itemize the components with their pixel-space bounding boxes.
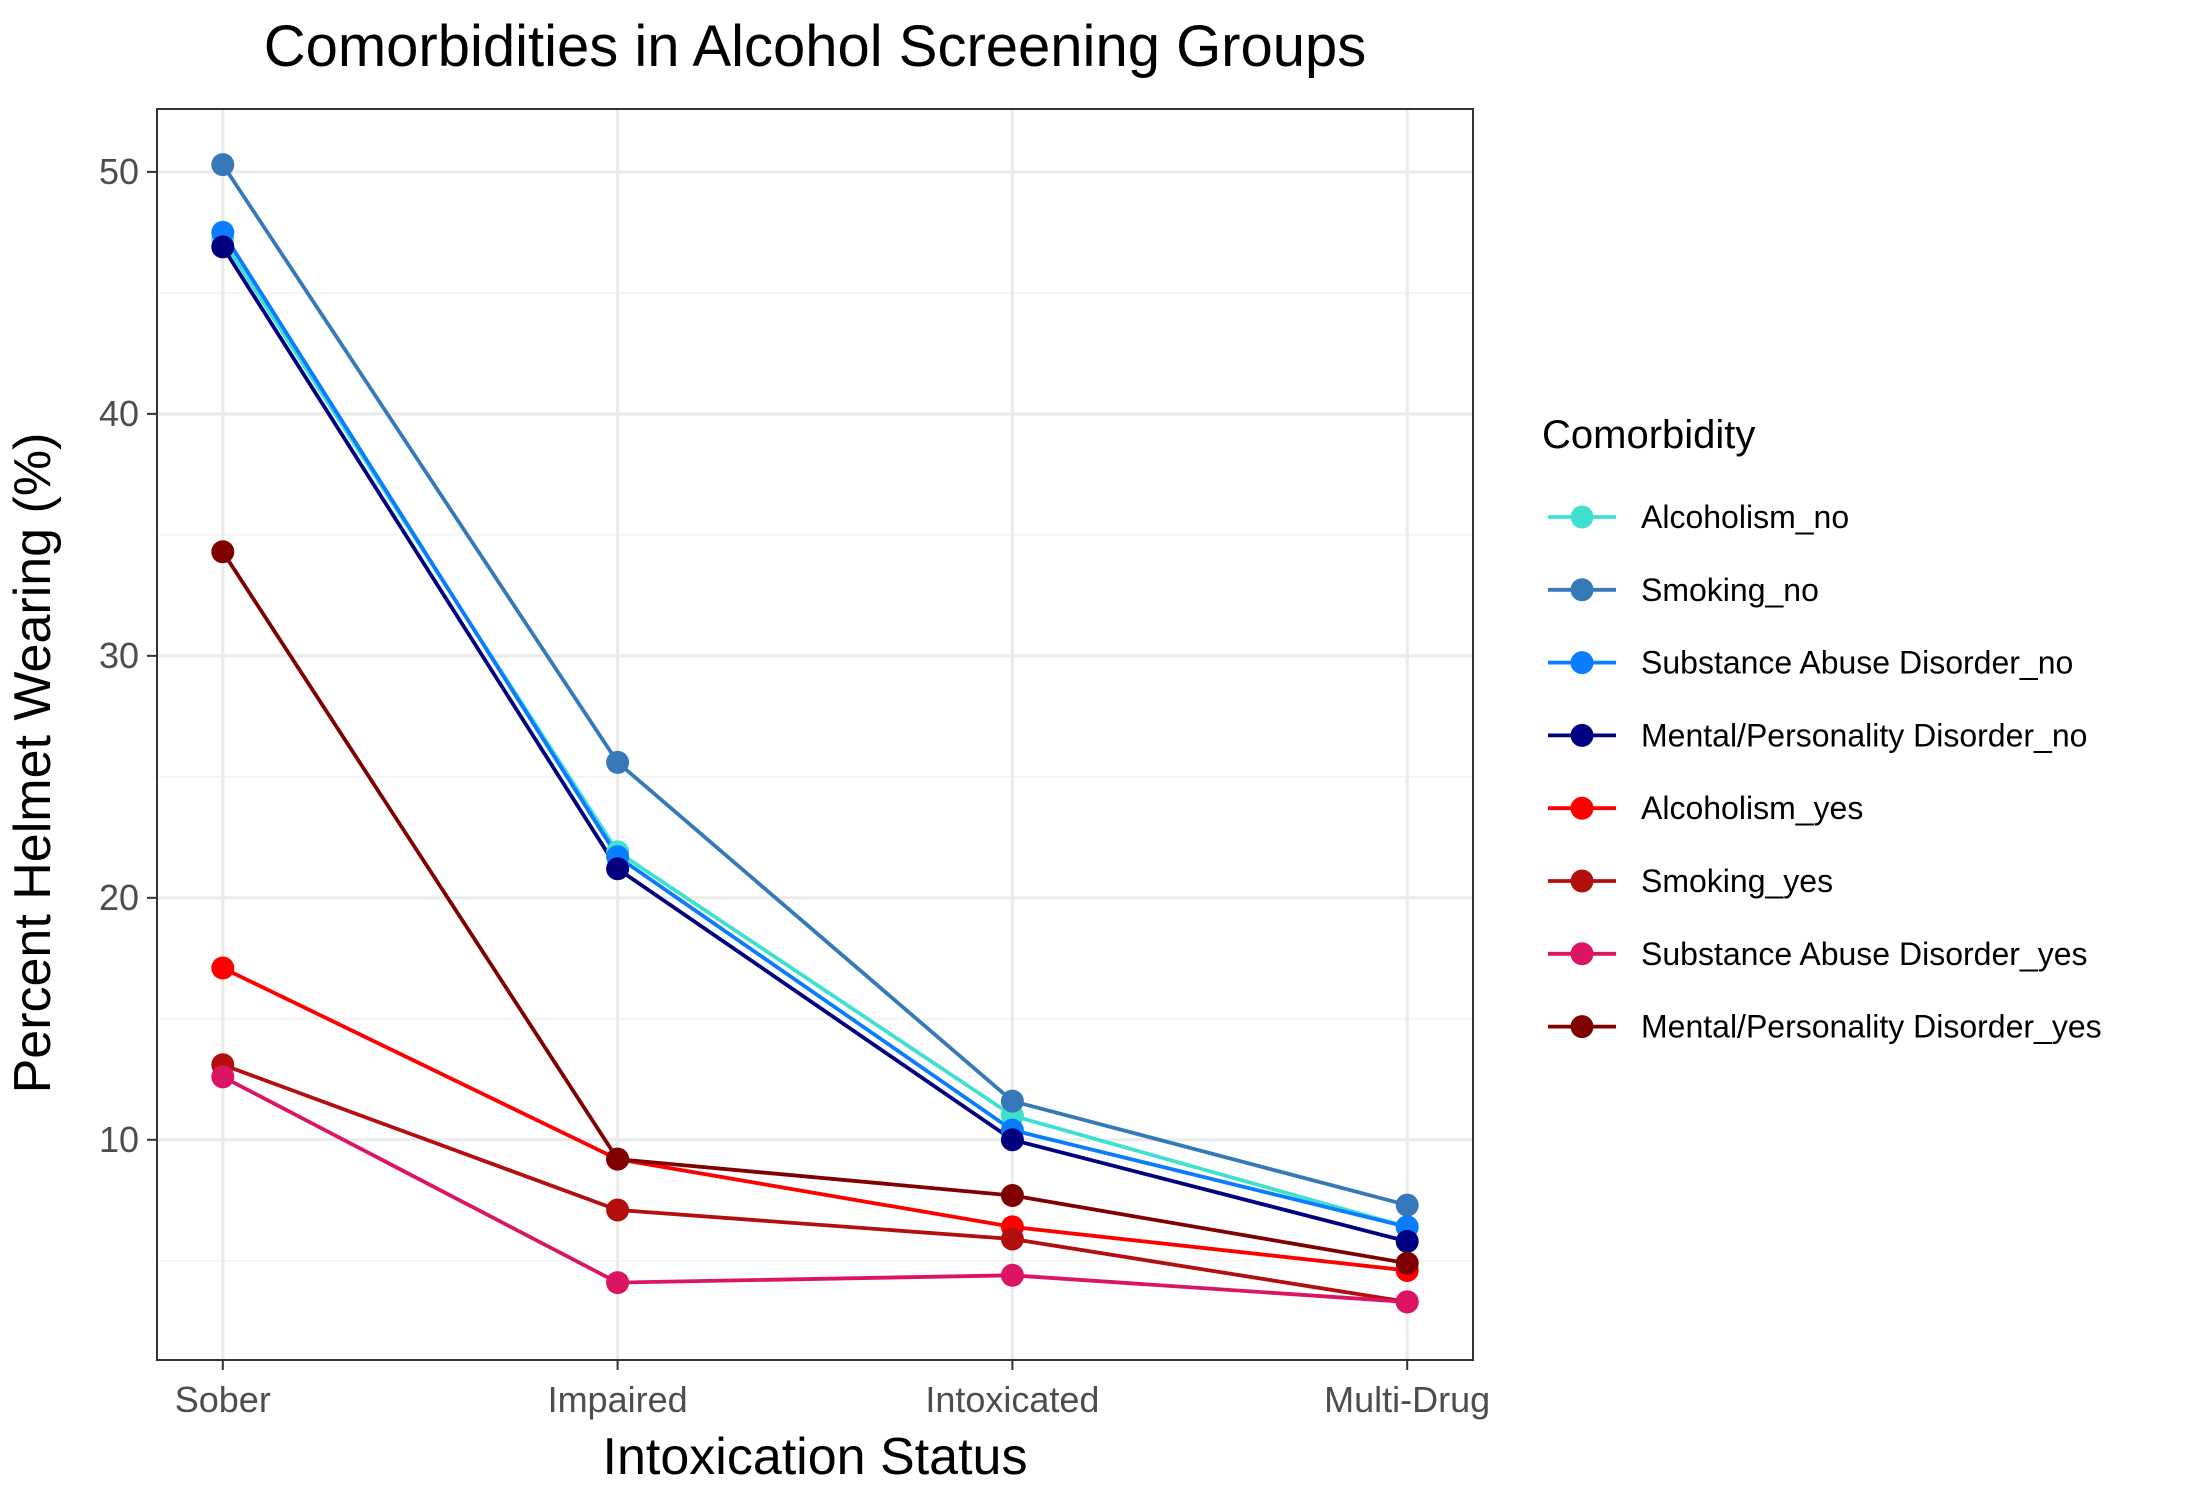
- legend-item: Alcoholism_yes: [1548, 790, 1863, 826]
- y-tick-label: 30: [99, 635, 139, 676]
- legend-item: Mental/Personality Disorder_yes: [1548, 1009, 2102, 1045]
- legend: Comorbidity Alcoholism_no Smoking_no Subst…: [1542, 413, 2102, 1045]
- x-tick-label: Impaired: [548, 1379, 688, 1420]
- legend-item: Alcoholism_no: [1548, 499, 1849, 535]
- x-axis: Sober Impaired Intoxicated Multi-Drug: [175, 1360, 1490, 1420]
- y-tick-label: 10: [99, 1119, 139, 1160]
- legend-key-point: [1570, 1015, 1594, 1039]
- legend-item: Substance Abuse Disorder_yes: [1548, 936, 2087, 972]
- y-tick-label: 20: [99, 877, 139, 918]
- plot-panel: [156, 108, 1474, 1361]
- series-line: [221, 163, 1408, 1207]
- data-point: [606, 857, 630, 881]
- x-axis-title: Intoxication Status: [603, 1428, 1028, 1486]
- x-tick-label: Intoxicated: [925, 1379, 1099, 1420]
- data-point: [211, 956, 235, 980]
- legend-label: Alcoholism_yes: [1641, 790, 1863, 826]
- legend-label: Mental/Personality Disorder_no: [1641, 717, 2087, 753]
- legend-key-point: [1570, 796, 1594, 820]
- data-point: [211, 153, 235, 177]
- series-line: [221, 238, 1408, 1229]
- legend-key-point: [1570, 578, 1594, 602]
- legend-key-point: [1570, 505, 1594, 529]
- series-line: [221, 550, 1408, 1266]
- legend-key-point: [1570, 723, 1594, 747]
- data-point: [1395, 1193, 1419, 1217]
- data-point: [606, 1198, 630, 1222]
- legend-key-point: [1570, 869, 1594, 893]
- data-point: [606, 750, 630, 774]
- data-point: [1395, 1290, 1419, 1314]
- y-axis-title: Percent Helmet Wearing (%): [4, 433, 62, 1094]
- legend-label: Smoking_yes: [1641, 863, 1833, 899]
- legend-item: Smoking_no: [1548, 572, 1819, 608]
- legend-label: Smoking_no: [1641, 572, 1819, 608]
- y-tick-label: 50: [99, 151, 139, 192]
- legend-item: Smoking_yes: [1548, 863, 1833, 899]
- chart-title: Comorbidities in Alcohol Screening Group…: [264, 14, 1367, 79]
- legend-label: Substance Abuse Disorder_yes: [1641, 936, 2087, 972]
- data-point: [211, 235, 235, 259]
- data-point: [1000, 1128, 1024, 1152]
- series-line: [221, 231, 1408, 1229]
- legend-label: Alcoholism_no: [1641, 499, 1849, 535]
- legend-label: Substance Abuse Disorder_no: [1641, 645, 2073, 681]
- data-point: [606, 1147, 630, 1171]
- legend-key-point: [1570, 651, 1594, 675]
- data-point: [1000, 1183, 1024, 1207]
- legend-label: Mental/Personality Disorder_yes: [1641, 1009, 2102, 1045]
- series-line: [221, 966, 1408, 1273]
- y-tick-label: 40: [99, 393, 139, 434]
- data-point: [211, 540, 235, 564]
- grid: [157, 109, 1473, 1360]
- series-line: [221, 245, 1408, 1244]
- data-point: [606, 1271, 630, 1295]
- data-point: [1000, 1263, 1024, 1287]
- y-axis: 10 20 30 40 50: [99, 151, 157, 1160]
- series-lines: [221, 163, 1408, 1304]
- series-line: [221, 1075, 1408, 1304]
- legend-items: Alcoholism_no Smoking_no Substance Abuse D…: [1548, 499, 2102, 1045]
- data-point: [1395, 1251, 1419, 1275]
- x-tick-label: Multi-Drug: [1324, 1379, 1490, 1420]
- data-point: [211, 1065, 235, 1089]
- x-tick-label: Sober: [175, 1379, 271, 1420]
- legend-item: Mental/Personality Disorder_no: [1548, 717, 2087, 753]
- data-point: [1000, 1089, 1024, 1113]
- panel-border: [156, 108, 1474, 1361]
- legend-item: Substance Abuse Disorder_no: [1548, 645, 2073, 681]
- data-point: [1395, 1229, 1419, 1253]
- legend-key-point: [1570, 942, 1594, 966]
- data-point: [1000, 1227, 1024, 1251]
- legend-title: Comorbidity: [1542, 413, 1755, 457]
- series-points: [211, 153, 1419, 1314]
- series-line: [222, 1063, 1408, 1304]
